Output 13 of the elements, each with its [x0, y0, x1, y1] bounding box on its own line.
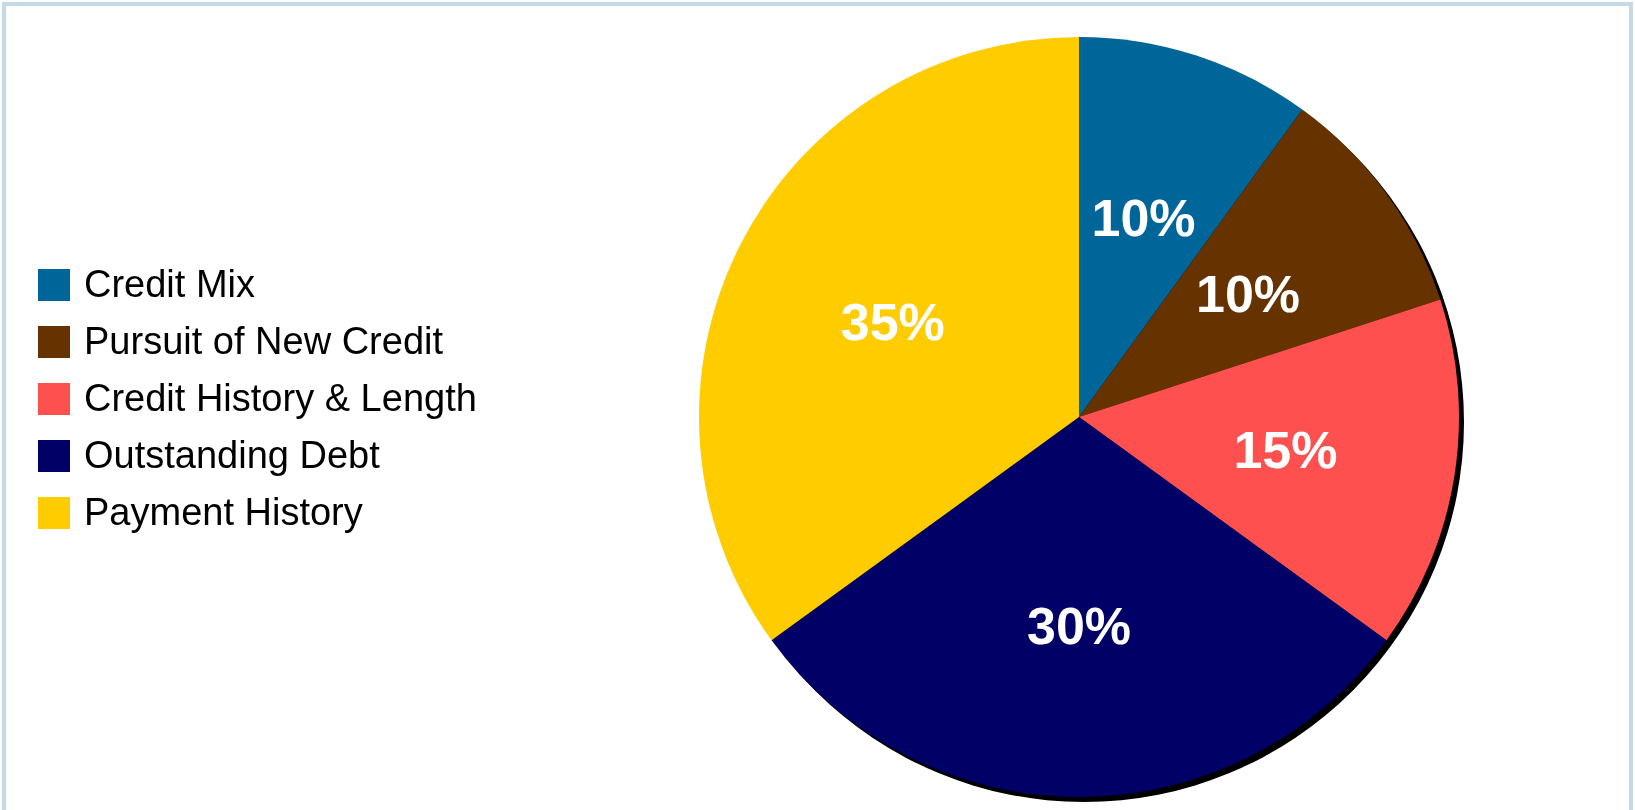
- data-label: 10%: [1091, 189, 1196, 248]
- data-label: 10%: [1196, 265, 1301, 324]
- legend-label: Outstanding Debt: [84, 434, 381, 477]
- legend-label: Credit Mix: [84, 263, 256, 306]
- pie-slice: [771, 417, 1387, 797]
- legend-label: Credit History & Length: [84, 377, 477, 420]
- data-label: 35%: [840, 293, 945, 352]
- pie-slice: [1079, 37, 1303, 417]
- pie-slice: [1079, 109, 1441, 417]
- legend-label: Payment History: [84, 491, 363, 534]
- data-label: 30%: [1026, 597, 1132, 656]
- data-label: 15%: [1233, 420, 1338, 479]
- legend-label: Pursuit of New Credit: [84, 320, 444, 363]
